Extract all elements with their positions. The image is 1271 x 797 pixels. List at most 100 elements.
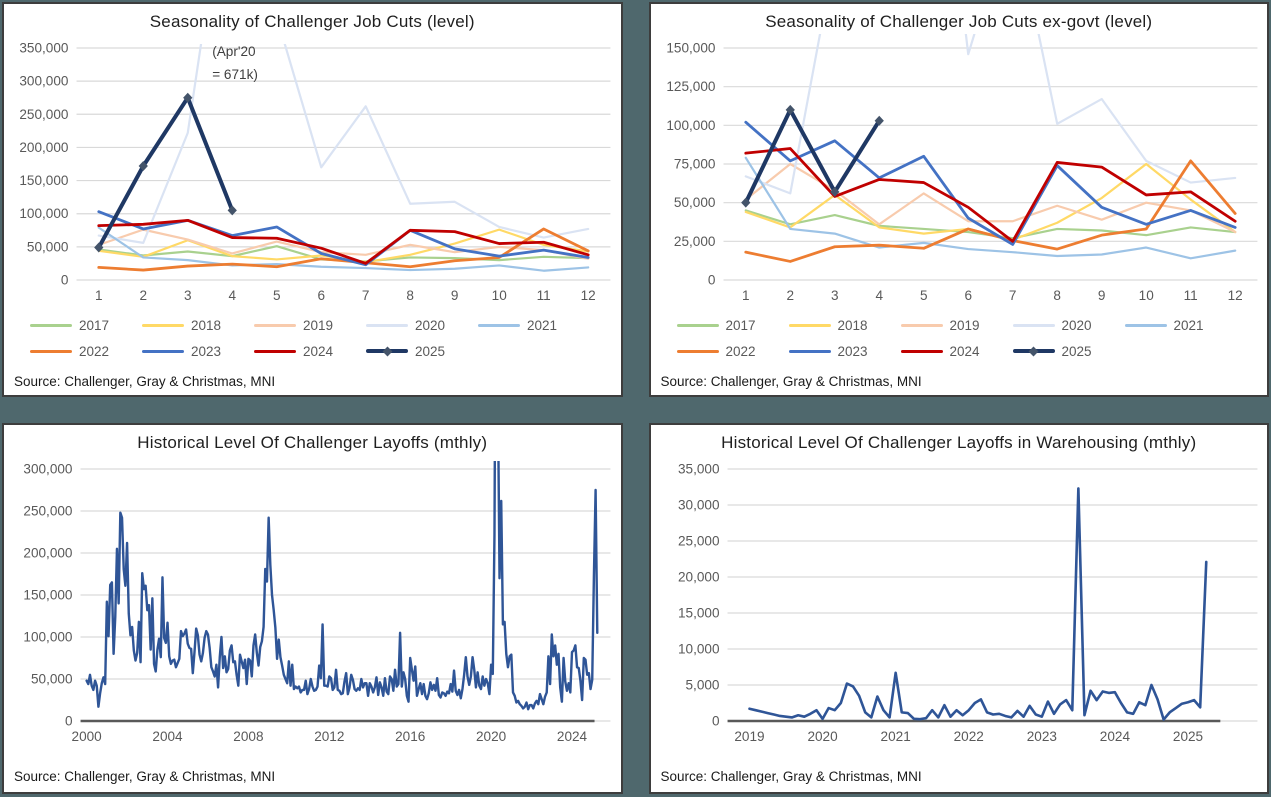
legend-label: 2023	[191, 343, 222, 359]
series-2024	[97, 218, 590, 265]
data-point-marker	[183, 92, 193, 103]
series-2022	[97, 227, 590, 272]
y-axis-labels: 0 5,000 10,000 15,000 20,000 25,000 30,000 35,0…	[677, 462, 719, 729]
x-tick-label: 7	[1008, 288, 1016, 303]
y-axis-labels: 0 50,000 100,000 150,000 200,000 250,000 300,0…	[19, 41, 68, 288]
y-tick-label: 50,000	[27, 239, 69, 254]
chart-annotation: (Apr'20 = 671k)	[212, 44, 258, 82]
x-tick-label: 12	[1227, 288, 1242, 303]
legend-item-2019: 2019	[900, 316, 1013, 334]
x-tick-label: 2	[786, 288, 794, 303]
series-warehousing-layoffs	[747, 487, 1208, 721]
legend-label: 2018	[191, 317, 222, 333]
legend-seasonality-exgovt: 2017 2018 2019 2020 2021 2022 2023 2024 2025	[651, 310, 1268, 360]
x-axis-labels: 1 2 3 4 5 6 7 8 9 10 11 12	[741, 288, 1242, 303]
series-2020	[97, 44, 590, 244]
series-2025	[740, 104, 884, 208]
legend-label: 2025	[1061, 343, 1092, 359]
y-tick-label: 200,000	[23, 546, 72, 561]
source-note: Source: Challenger, Gray & Christmas, MN…	[660, 374, 922, 389]
legend-seasonality-level: 2017 2018 2019 2020 2021 2022 2023 2024 2025	[4, 310, 621, 360]
x-tick-label: 2012	[314, 729, 344, 744]
data-point-marker	[138, 160, 148, 171]
series-2021	[97, 226, 590, 272]
x-axis-labels: 2000 2004 2008 2012 2016 2020 2024	[72, 729, 588, 744]
series-2019	[97, 228, 590, 260]
y-tick-label: 30,000	[677, 498, 719, 513]
legend-swatch	[1012, 346, 1055, 356]
x-tick-label: 2019	[734, 729, 764, 744]
x-axis-labels: 2019 2020 2021 2022 2023 2024 2025	[734, 729, 1203, 744]
historical-layoffs-chart: 0 50,000 100,000 150,000 200,000 250,000 300,0…	[23, 461, 611, 744]
x-tick-label: 3	[184, 288, 192, 303]
legend-swatch	[676, 323, 719, 327]
y-tick-label: 200,000	[19, 140, 68, 155]
x-tick-label: 6	[964, 288, 972, 303]
legend-swatch	[676, 349, 719, 353]
y-tick-label: 0	[61, 273, 69, 288]
data-point-marker	[227, 205, 237, 216]
series-challenger-layoffs	[85, 461, 599, 711]
source-note: Source: Challenger, Gray & Christmas, MN…	[660, 769, 922, 784]
legend-item-2022: 2022	[676, 342, 789, 360]
series-2018	[744, 162, 1236, 241]
diamond-marker-icon	[382, 346, 392, 356]
legend-label: 2024	[949, 343, 980, 359]
x-axis-labels: 1 2 3 4 5 6 7 8 9 10 11 12	[95, 288, 596, 303]
y-tick-label: 0	[711, 714, 719, 729]
legend-swatch	[478, 323, 520, 327]
x-tick-label: 2022	[953, 729, 983, 744]
seasonality-level-chart: 0 50,000 100,000 150,000 200,000 250,000 300,0…	[19, 41, 611, 303]
legend-label: 2017	[79, 317, 110, 333]
x-tick-label: 8	[1053, 288, 1061, 303]
svg-text:(Apr'20: (Apr'20	[212, 44, 255, 59]
y-tick-label: 10,000	[677, 642, 719, 657]
legend-swatch	[30, 349, 72, 353]
x-tick-label: 5	[919, 288, 927, 303]
legend-label: 2021	[1173, 317, 1204, 333]
legend-item-2024: 2024	[900, 342, 1013, 360]
x-tick-label: 11	[1183, 288, 1197, 303]
legend-item-2018: 2018	[788, 316, 901, 334]
legend-item-2020: 2020	[1012, 316, 1125, 334]
series-2019	[744, 162, 1236, 234]
x-tick-label: 2021	[880, 729, 910, 744]
x-tick-label: 9	[1097, 288, 1105, 303]
y-tick-label: 150,000	[666, 41, 715, 56]
x-tick-label: 10	[1138, 288, 1153, 303]
panel-seasonality-level: Seasonality of Challenger Job Cuts (leve…	[2, 2, 623, 397]
y-tick-label: 150,000	[19, 173, 68, 188]
y-tick-label: 0	[707, 273, 715, 288]
series-2024	[743, 147, 1237, 243]
legend-swatch	[366, 346, 408, 356]
legend-item-2023: 2023	[788, 342, 901, 360]
legend-swatch	[30, 323, 72, 327]
x-tick-label: 4	[228, 288, 236, 303]
y-tick-label: 300,000	[23, 462, 72, 477]
series-2021	[744, 156, 1236, 260]
series-2022	[743, 159, 1237, 263]
x-tick-label: 2020	[807, 729, 837, 744]
y-tick-label: 15,000	[677, 606, 719, 621]
x-tick-label: 11	[537, 288, 551, 303]
panel-historical-layoffs: Historical Level Of Challenger Layoffs (…	[2, 423, 623, 794]
warehousing-layoffs-chart: 0 5,000 10,000 15,000 20,000 25,000 30,000 35,0…	[677, 462, 1257, 744]
legend-label: 2019	[949, 317, 980, 333]
y-axis-labels: 0 50,000 100,000 150,000 200,000 250,000 300,0…	[23, 462, 72, 729]
legend-label: 2018	[837, 317, 868, 333]
x-tick-label: 9	[451, 288, 459, 303]
seasonality-exgovt-chart: 0 25,000 50,000 75,000 100,000 125,000 150,000…	[666, 34, 1257, 303]
y-tick-label: 125,000	[666, 79, 715, 94]
legend-swatch	[142, 349, 184, 353]
chart-title-historical-layoffs: Historical Level Of Challenger Layoffs (…	[137, 433, 488, 452]
legend-item-2021: 2021	[478, 316, 590, 334]
chart-title-warehousing-layoffs: Historical Level Of Challenger Layoffs i…	[721, 433, 1197, 452]
x-tick-label: 1	[95, 288, 103, 303]
source-note: Source: Challenger, Gray & Christmas, MN…	[14, 769, 276, 784]
y-tick-label: 100,000	[19, 206, 68, 221]
legend-label: 2025	[415, 343, 446, 359]
legend-item-2017: 2017	[676, 316, 789, 334]
chart-title-seasonality-level: Seasonality of Challenger Job Cuts (leve…	[149, 12, 475, 31]
y-tick-label: 25,000	[673, 234, 715, 249]
gridlines	[76, 47, 611, 281]
